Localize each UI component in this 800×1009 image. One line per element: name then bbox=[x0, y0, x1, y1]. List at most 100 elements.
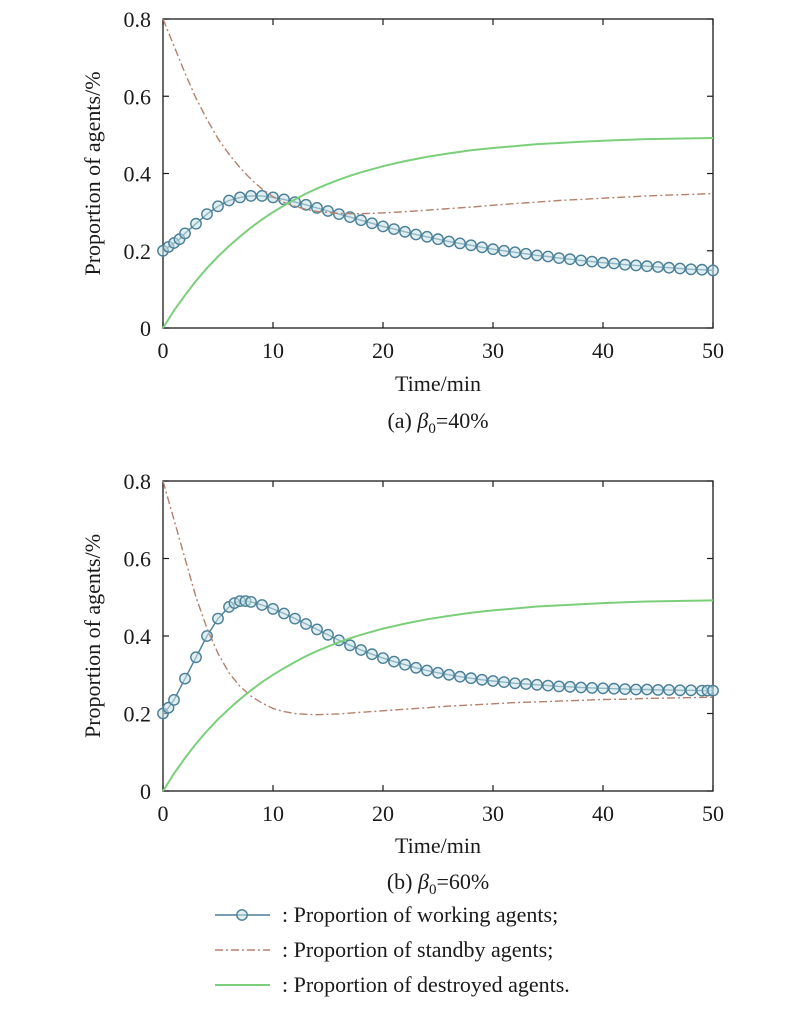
data-point-working bbox=[619, 683, 631, 695]
x-axis-label: Time/min bbox=[395, 833, 481, 858]
y-axis-label: Proportion of agents/% bbox=[80, 534, 105, 738]
data-point-working bbox=[663, 261, 675, 274]
legend-label-working: : Proportion of working agents; bbox=[282, 902, 558, 927]
data-point-working bbox=[476, 241, 488, 254]
data-point-working bbox=[696, 263, 708, 276]
data-point-working bbox=[432, 233, 444, 246]
data-point-working bbox=[179, 672, 191, 685]
data-point-working bbox=[630, 259, 642, 272]
data-point-working bbox=[201, 208, 213, 221]
data-point-working bbox=[652, 261, 664, 273]
legend: : Proportion of working agents; : Proport… bbox=[215, 902, 570, 997]
data-point-working bbox=[487, 675, 499, 687]
data-point-working bbox=[520, 247, 532, 260]
data-point-working bbox=[377, 220, 389, 233]
data-point-working bbox=[168, 694, 180, 706]
chart-panel-b: 0 10 20 30 40 50 0 0.2 0.4 0.6 0.8 Time/min Proporti… bbox=[80, 469, 724, 898]
data-point-working bbox=[322, 205, 334, 217]
data-point-working bbox=[278, 607, 290, 620]
x-tick-label: 0 bbox=[158, 338, 169, 363]
data-point-working bbox=[641, 683, 653, 696]
data-point-working bbox=[322, 628, 334, 641]
data-point-working bbox=[531, 678, 543, 691]
legend-marker-working bbox=[236, 909, 248, 921]
data-point-working bbox=[597, 682, 609, 695]
data-point-working bbox=[162, 701, 175, 714]
x-tick-label: 20 bbox=[372, 801, 394, 826]
plot-frame bbox=[162, 480, 714, 792]
data-point-working bbox=[410, 661, 422, 674]
data-point-working bbox=[311, 623, 323, 636]
data-point-working bbox=[586, 682, 598, 694]
data-point-working bbox=[212, 612, 224, 625]
data-point-working bbox=[564, 680, 576, 693]
y-tick-label: 0.8 bbox=[124, 469, 152, 494]
data-point-working bbox=[608, 682, 620, 695]
legend-label-standby: : Proportion of standby agents; bbox=[282, 937, 553, 962]
data-point-working bbox=[256, 599, 268, 611]
data-point-working bbox=[553, 252, 565, 265]
data-point-working bbox=[212, 200, 224, 213]
data-point-working bbox=[443, 668, 455, 681]
data-point-working bbox=[663, 684, 675, 696]
data-point-working bbox=[498, 244, 510, 257]
data-point-working bbox=[542, 679, 554, 692]
data-point-working bbox=[630, 683, 642, 696]
data-point-working bbox=[234, 191, 246, 204]
data-point-working bbox=[509, 246, 521, 259]
x-axis-label: Time/min bbox=[395, 371, 481, 396]
data-point-working bbox=[432, 666, 444, 679]
data-point-working bbox=[366, 648, 378, 661]
series-line-standby bbox=[162, 18, 714, 215]
data-point-working bbox=[256, 189, 268, 202]
data-point-working bbox=[619, 258, 631, 271]
data-point-working bbox=[179, 227, 191, 240]
data-point-working bbox=[410, 228, 422, 241]
data-point-working bbox=[355, 214, 367, 227]
data-point-working bbox=[465, 672, 477, 685]
data-point-working bbox=[487, 243, 499, 256]
data-point-working bbox=[344, 639, 356, 652]
data-point-working bbox=[454, 237, 466, 250]
legend-label-destroyed: : Proportion of destroyed agents. bbox=[282, 972, 570, 997]
data-point-working bbox=[421, 230, 433, 243]
y-tick-label: 0 bbox=[140, 316, 151, 341]
y-tick-label: 0.8 bbox=[124, 7, 152, 32]
panel-caption: (b) β0=60% bbox=[387, 869, 489, 898]
data-point-working bbox=[344, 211, 356, 224]
data-point-working bbox=[685, 263, 697, 276]
x-tick-label: 10 bbox=[262, 338, 284, 363]
y-tick-label: 0.6 bbox=[124, 547, 152, 572]
x-tick-label: 20 bbox=[372, 338, 394, 363]
y-tick-label: 0.2 bbox=[124, 702, 152, 727]
data-point-working bbox=[465, 239, 477, 252]
x-tick-label: 50 bbox=[702, 801, 724, 826]
data-point-working bbox=[652, 684, 664, 696]
data-point-working bbox=[399, 658, 411, 671]
data-point-working bbox=[564, 253, 576, 266]
x-tick-label: 0 bbox=[158, 801, 169, 826]
data-point-working bbox=[388, 655, 400, 668]
data-point-working bbox=[707, 684, 719, 697]
data-point-working bbox=[223, 194, 235, 207]
x-tick-label: 10 bbox=[262, 801, 284, 826]
chart-panel-a: 0 10 20 30 40 50 0 0.2 0.4 0.6 0.8 Time/min Proporti… bbox=[80, 7, 724, 437]
data-point-working bbox=[454, 670, 466, 683]
data-point-working bbox=[366, 217, 378, 230]
data-point-working bbox=[674, 262, 686, 275]
y-tick-label: 0.2 bbox=[124, 239, 152, 264]
series-line-destroyed bbox=[162, 599, 714, 792]
y-tick-label: 0 bbox=[140, 779, 151, 804]
data-point-working bbox=[608, 257, 620, 270]
legend-item-destroyed: : Proportion of destroyed agents. bbox=[215, 972, 570, 997]
y-tick-label: 0.4 bbox=[124, 624, 152, 649]
x-tick-label: 30 bbox=[482, 338, 504, 363]
data-point-working bbox=[674, 684, 686, 697]
data-point-working bbox=[575, 254, 587, 267]
data-point-working bbox=[553, 680, 565, 693]
x-tick-label: 40 bbox=[592, 338, 614, 363]
data-point-working bbox=[377, 652, 389, 664]
data-point-working bbox=[388, 223, 400, 236]
legend-item-working: : Proportion of working agents; bbox=[215, 902, 558, 927]
data-point-working bbox=[520, 678, 532, 690]
